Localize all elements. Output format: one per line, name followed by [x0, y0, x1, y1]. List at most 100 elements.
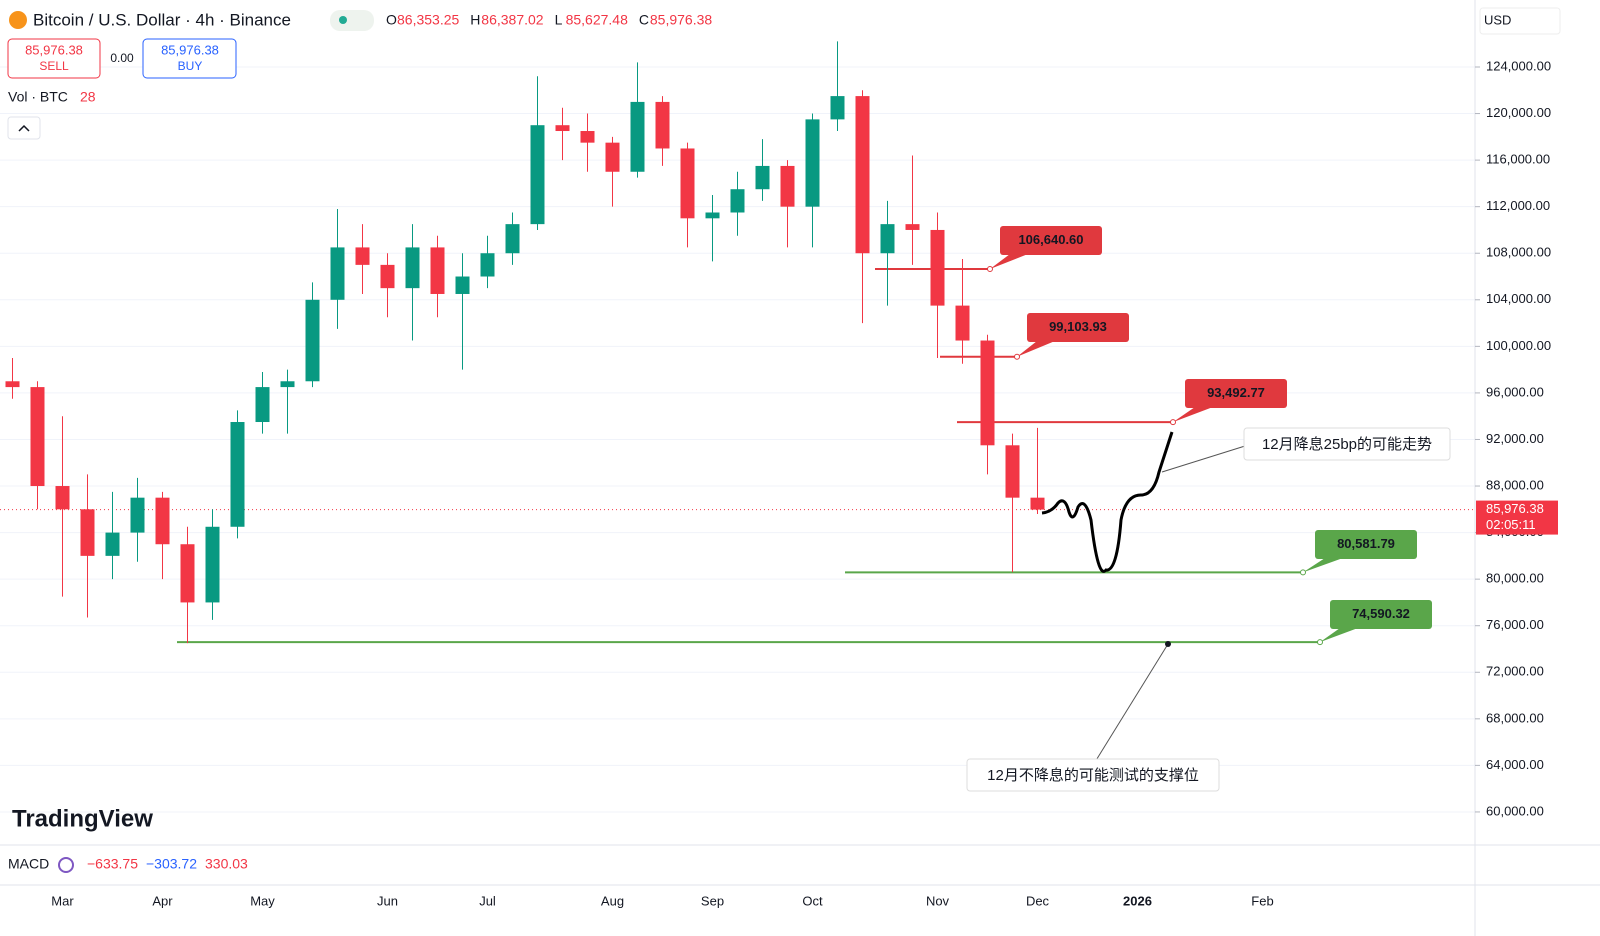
candle-body	[580, 131, 595, 143]
y-tick-label: 108,000.00	[1486, 245, 1551, 260]
candle-body	[455, 276, 470, 294]
chevron	[18, 124, 30, 132]
x-tick-label: Dec	[1026, 893, 1050, 908]
y-axis: 60,000.00 64,000.00 68,000.00 72,000.00 76,0…	[1475, 58, 1558, 818]
candle-body	[855, 96, 870, 254]
callout-box	[1330, 600, 1432, 629]
candle-body	[555, 125, 570, 132]
callout-label: 99,103.93	[1049, 319, 1107, 334]
callout-label: 93,492.77	[1207, 385, 1265, 400]
candle-body	[5, 381, 20, 388]
candle-body	[655, 101, 670, 149]
candle-body	[155, 497, 170, 545]
annotation-box	[1243, 427, 1451, 461]
macd-value: −633.75	[87, 856, 138, 872]
callout-pointer	[1303, 558, 1343, 573]
macd-value: −303.72	[146, 856, 197, 872]
y-tick-label: 68,000.00	[1486, 710, 1544, 725]
candle-body	[780, 165, 795, 207]
candle-body	[405, 247, 420, 289]
annotation-leader	[1094, 643, 1169, 763]
ohlc-value: 85,627.48	[566, 12, 628, 28]
x-tick-label: Oct	[802, 893, 823, 908]
candle-body	[280, 381, 295, 388]
candle-body	[180, 544, 195, 603]
candle-body	[505, 224, 520, 254]
x-tick-label: Nov	[926, 893, 950, 908]
buy-button[interactable]	[142, 38, 237, 79]
candle-body	[830, 96, 845, 120]
y-tick-label: 100,000.00	[1486, 338, 1551, 353]
candle-body	[730, 189, 745, 213]
y-tick-label: 112,000.00	[1486, 198, 1550, 213]
level-handle	[987, 266, 993, 273]
buy-price: 85,976.38	[161, 42, 219, 57]
annotation: 12月不降息的可能测试的支撑位	[987, 767, 1199, 784]
candle-body	[130, 497, 145, 533]
status-pill	[330, 10, 374, 31]
x-tick-label: Apr	[152, 893, 173, 908]
annotation: 12月降息25bp的可能走势	[1262, 436, 1432, 453]
annotation-leader	[1161, 445, 1246, 473]
candle-body	[630, 101, 645, 172]
ohlc-value: 86,353.25	[397, 12, 459, 28]
volume-value: 28	[80, 89, 96, 105]
candle-body	[205, 526, 220, 603]
x-tick-label: Sep	[701, 893, 724, 908]
macd-name: MACD	[8, 856, 49, 872]
candle-body	[930, 229, 945, 306]
brand: TradingView	[12, 805, 153, 832]
candle-body	[30, 387, 45, 487]
last-price-tag	[1476, 500, 1558, 535]
y-tick-label: 96,000.00	[1486, 384, 1544, 399]
buy-label: BUY	[178, 59, 203, 73]
level-handle	[1170, 419, 1176, 426]
sell-price: 85,976.38	[25, 42, 83, 57]
candle-body	[430, 247, 445, 294]
y-tick-label: 76,000.00	[1486, 617, 1544, 632]
y-tick-label: 124,000.00	[1486, 58, 1551, 73]
y-tick-label: 64,000.00	[1486, 757, 1544, 772]
callout-pointer	[990, 254, 1028, 270]
candle-body	[1030, 497, 1045, 510]
y-tick-label: 80,000.00	[1486, 571, 1544, 586]
ohlc-value: 86,387.02	[481, 12, 543, 28]
x-tick-label: Aug	[601, 893, 624, 908]
volume-label: Vol · BTC	[8, 89, 68, 105]
annotation-box	[966, 758, 1220, 792]
y-tick-label: 116,000.00	[1486, 152, 1550, 167]
status-dot	[339, 16, 347, 24]
callout-pointer	[1173, 407, 1213, 423]
candle-body	[480, 253, 495, 277]
candle-body	[880, 224, 895, 254]
levels: 106,640.60 99,103.93 93,492.77 80,581.79 74,…	[0, 226, 1475, 646]
ohlc-key: O	[386, 12, 397, 28]
x-tick-label: Mar	[51, 893, 74, 908]
candle-body	[955, 305, 970, 341]
currency-select[interactable]	[1479, 7, 1561, 35]
collapse-button[interactable]	[7, 116, 41, 140]
candle-body	[605, 142, 620, 172]
candle-body	[330, 247, 345, 300]
ohlc-key: H	[470, 12, 480, 28]
ohlc-key: L	[555, 12, 563, 28]
callout-label: 80,581.79	[1337, 536, 1395, 551]
candle-body	[980, 340, 995, 446]
last-price: 85,976.38	[1486, 501, 1544, 516]
projection-path	[1041, 431, 1174, 573]
candle-body	[905, 224, 920, 230]
candle-body	[380, 264, 395, 289]
callout-label: 106,640.60	[1018, 232, 1083, 247]
sell-button[interactable]	[7, 38, 101, 79]
anchor-dot	[1165, 641, 1171, 647]
candle-body	[255, 387, 270, 423]
candle-body	[755, 165, 770, 190]
ohlc-key: C	[639, 12, 649, 28]
candle-body	[805, 119, 820, 207]
countdown: 02:05:11	[1486, 517, 1536, 532]
level-handle	[1317, 639, 1323, 646]
currency: USD	[1484, 12, 1511, 27]
